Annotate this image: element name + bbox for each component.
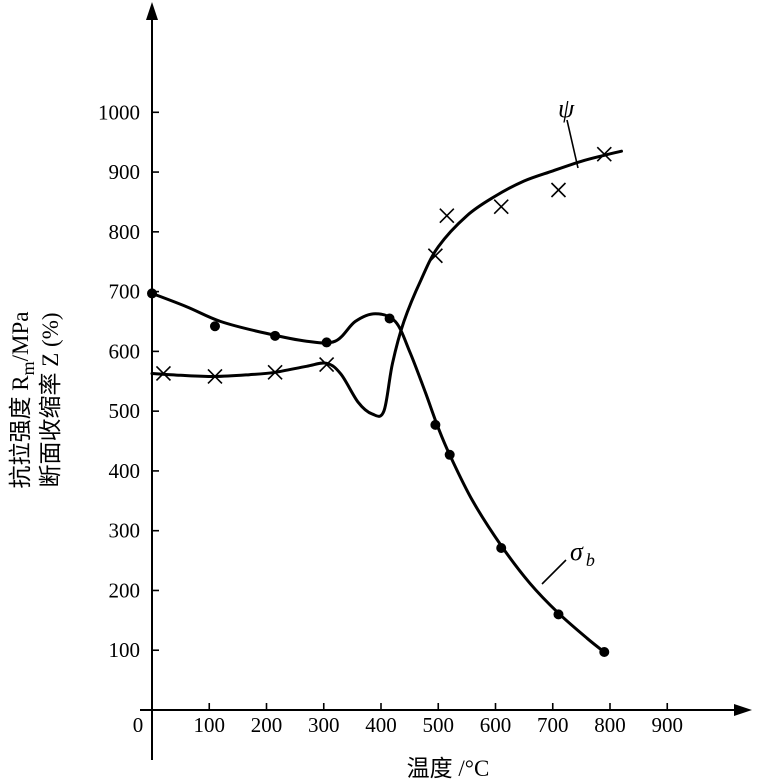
data-point-cross — [155, 365, 172, 382]
data-point-dot — [209, 321, 220, 332]
data-point-cross — [550, 182, 567, 198]
data-point-cross — [319, 356, 335, 373]
x-tick-label: 700 — [537, 713, 569, 737]
x-tick-label: 400 — [365, 713, 397, 737]
y-axis-title-line1-main: 抗拉强度 R — [8, 375, 33, 489]
y-tick-label: 600 — [109, 339, 141, 363]
data-point-dot — [147, 288, 157, 299]
x-ticks: 0 100 200 300 400 500 600 700 800 900 — [133, 703, 683, 737]
sigma-label-main: σ — [570, 537, 584, 566]
x-tick-label: 900 — [652, 713, 684, 737]
x-tick-label: 200 — [251, 713, 283, 737]
markers — [147, 146, 612, 658]
data-point-cross — [493, 199, 509, 215]
data-point-dot — [444, 449, 455, 460]
series-line-psi — [150, 149, 623, 418]
y-ticks: 100 200 300 400 500 600 700 800 900 1000 — [98, 100, 159, 662]
y-axis-title-line2: 断面收缩率 Z (%) — [38, 312, 63, 487]
y-axis-arrow — [146, 2, 158, 20]
y-tick-label: 400 — [109, 459, 141, 483]
curves — [150, 149, 623, 654]
data-point-cross — [267, 364, 283, 380]
psi-leader-line — [566, 119, 579, 169]
data-point-dot — [321, 337, 332, 348]
y-axis-title: 抗拉强度 Rm/MPa 断面收缩率 Z (%) — [8, 312, 63, 489]
axes — [140, 2, 752, 760]
data-point-dot — [496, 543, 507, 554]
sigma-label-sub: b — [586, 550, 595, 570]
y-tick-label: 100 — [109, 638, 141, 662]
y-tick-label: 200 — [109, 578, 141, 602]
sigma-leader-line — [541, 559, 567, 585]
data-point-dot — [270, 330, 281, 341]
data-point-dot — [553, 609, 564, 620]
y-axis-title-line1: 抗拉强度 Rm/MPa — [8, 312, 38, 489]
y-tick-label: 800 — [109, 220, 141, 244]
data-point-dot — [384, 313, 395, 324]
x-tick-label: 100 — [194, 713, 226, 737]
psi-label: ψ — [558, 94, 575, 123]
x-axis-title: 温度 /°C — [407, 756, 490, 780]
x-tick-label: 800 — [594, 713, 626, 737]
data-point-cross — [439, 208, 455, 224]
data-point-cross — [427, 248, 443, 264]
y-tick-label: 700 — [109, 280, 141, 304]
x-axis-arrow — [734, 704, 752, 716]
data-point-cross — [207, 368, 223, 385]
x-tick-label: 300 — [308, 713, 340, 737]
series-line-sigma-b — [150, 291, 606, 654]
y-axis-title-line1-unit: /MPa — [8, 312, 33, 362]
y-tick-label: 300 — [109, 519, 141, 543]
data-point-dot — [599, 647, 610, 658]
y-tick-label: 900 — [109, 160, 141, 184]
x-tick-label: 600 — [480, 713, 512, 737]
data-point-cross — [596, 146, 612, 162]
y-tick-label: 1000 — [98, 100, 140, 124]
y-axis-title-line1-sub: m — [18, 361, 38, 375]
data-point-dot — [430, 419, 441, 430]
x-tick-label: 500 — [423, 713, 455, 737]
x-tick-label: 0 — [133, 713, 144, 737]
y-tick-label: 500 — [109, 399, 141, 423]
